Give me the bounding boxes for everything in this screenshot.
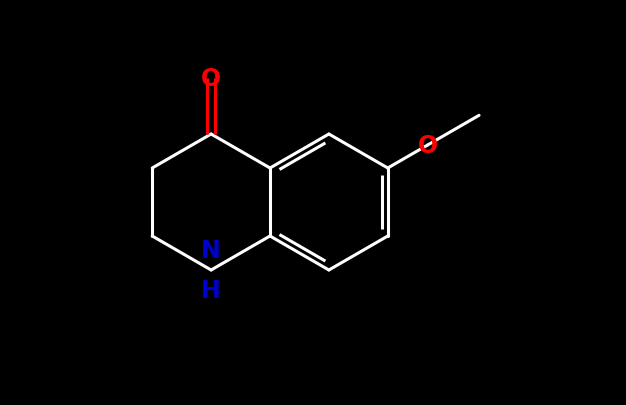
Text: O: O [201,67,221,91]
Text: O: O [418,134,438,158]
Text: N: N [201,239,221,262]
Text: H: H [201,278,221,302]
